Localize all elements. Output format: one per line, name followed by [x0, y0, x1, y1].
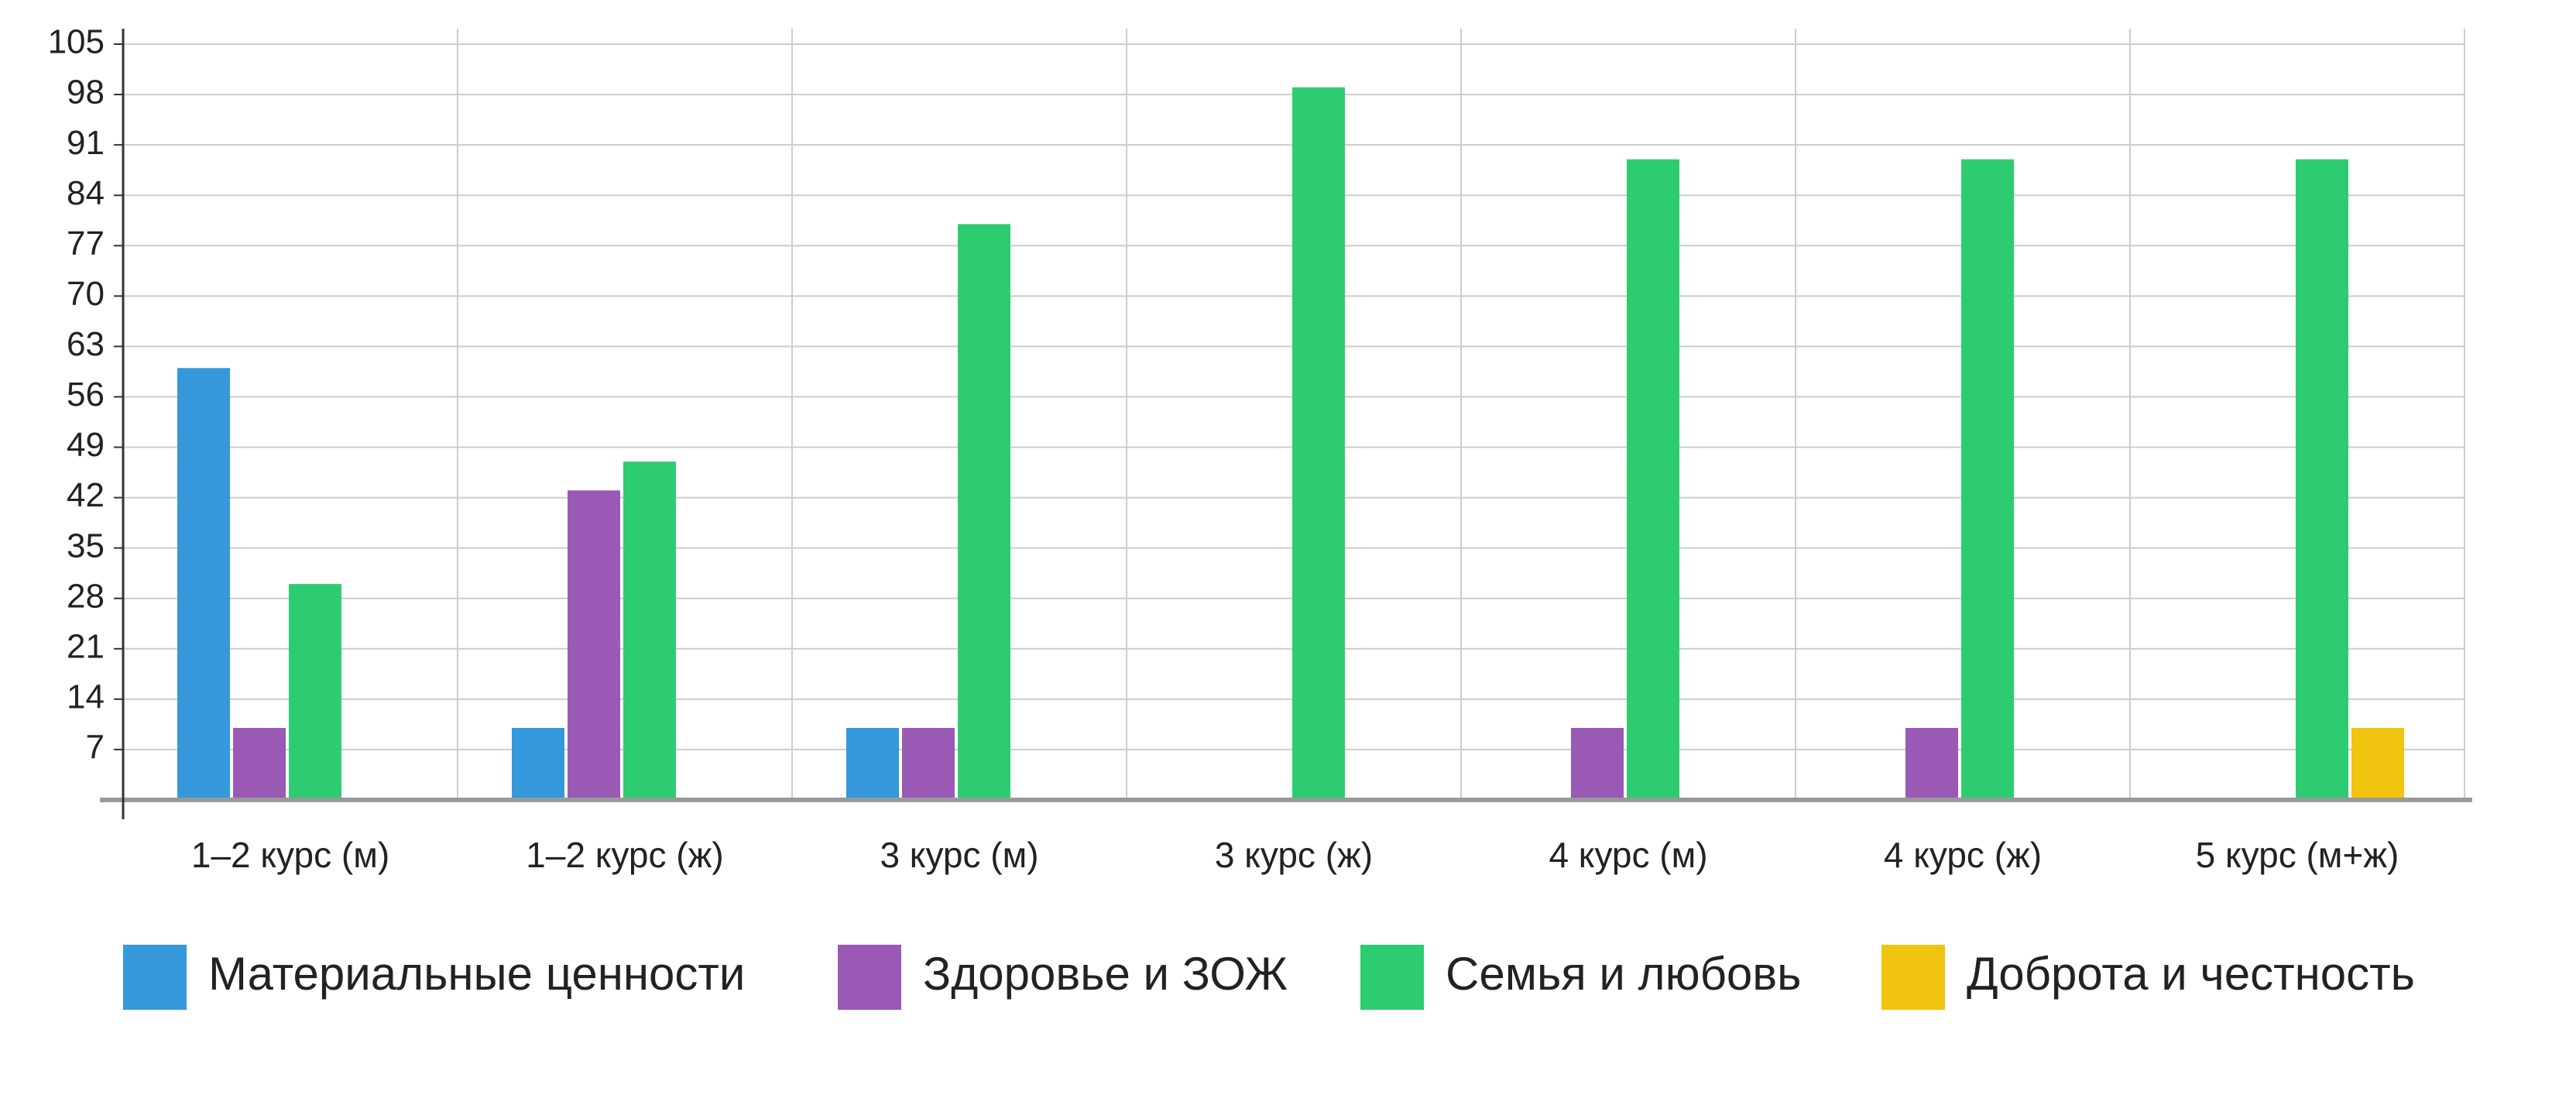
bar: [568, 490, 620, 800]
y-tick-label: 98: [67, 74, 105, 112]
bar: [1961, 159, 2014, 800]
legend-swatch: [838, 945, 901, 1010]
bar: [958, 224, 1010, 800]
legend-swatch: [1360, 945, 1424, 1010]
y-tick-label: 7: [86, 729, 105, 767]
y-tick-label: 42: [67, 476, 105, 514]
y-tick-label: 28: [67, 577, 105, 615]
legend-label: Доброта и честность: [1967, 948, 2415, 1000]
legend-label: Материальные ценности: [208, 948, 745, 1000]
x-tick-label: 1–2 курс (ж): [526, 835, 723, 875]
y-tick-label: 84: [67, 174, 105, 212]
bar: [177, 368, 230, 800]
x-tick-label: 3 курс (м): [880, 835, 1038, 875]
bar: [1571, 728, 1624, 800]
y-tick-label: 35: [67, 527, 105, 565]
bar: [512, 728, 564, 800]
x-tick-label: 3 курс (ж): [1215, 835, 1373, 875]
legend-swatch: [1881, 945, 1945, 1010]
bar: [2296, 159, 2348, 800]
bar: [1905, 728, 1958, 800]
x-tick-label: 4 курс (ж): [1884, 835, 2042, 875]
bar: [233, 728, 286, 800]
y-tick-label: 63: [67, 325, 105, 363]
bar: [1627, 159, 1679, 800]
legend-label: Здоровье и ЗОЖ: [923, 948, 1288, 1000]
bar: [846, 728, 899, 800]
y-tick-label: 56: [67, 376, 105, 414]
x-tick-label: 5 курс (м+ж): [2196, 835, 2399, 875]
y-tick-label: 91: [67, 124, 105, 162]
y-tick-label: 21: [67, 627, 105, 665]
x-tick-label: 1–2 курс (м): [191, 835, 389, 875]
y-tick-label: 14: [67, 678, 105, 716]
legend-label: Семья и любовь: [1446, 948, 1801, 1000]
bar: [902, 728, 955, 800]
y-tick-label: 70: [67, 275, 105, 313]
y-tick-label: 105: [48, 23, 105, 61]
y-tick-label: 77: [67, 225, 105, 263]
bar: [2351, 728, 2404, 800]
x-tick-label: 4 курс (м): [1549, 835, 1707, 875]
bar: [1292, 87, 1345, 801]
legend-swatch: [123, 945, 187, 1010]
y-tick-label: 49: [67, 426, 105, 464]
bar: [289, 584, 341, 800]
bar: [623, 462, 676, 800]
